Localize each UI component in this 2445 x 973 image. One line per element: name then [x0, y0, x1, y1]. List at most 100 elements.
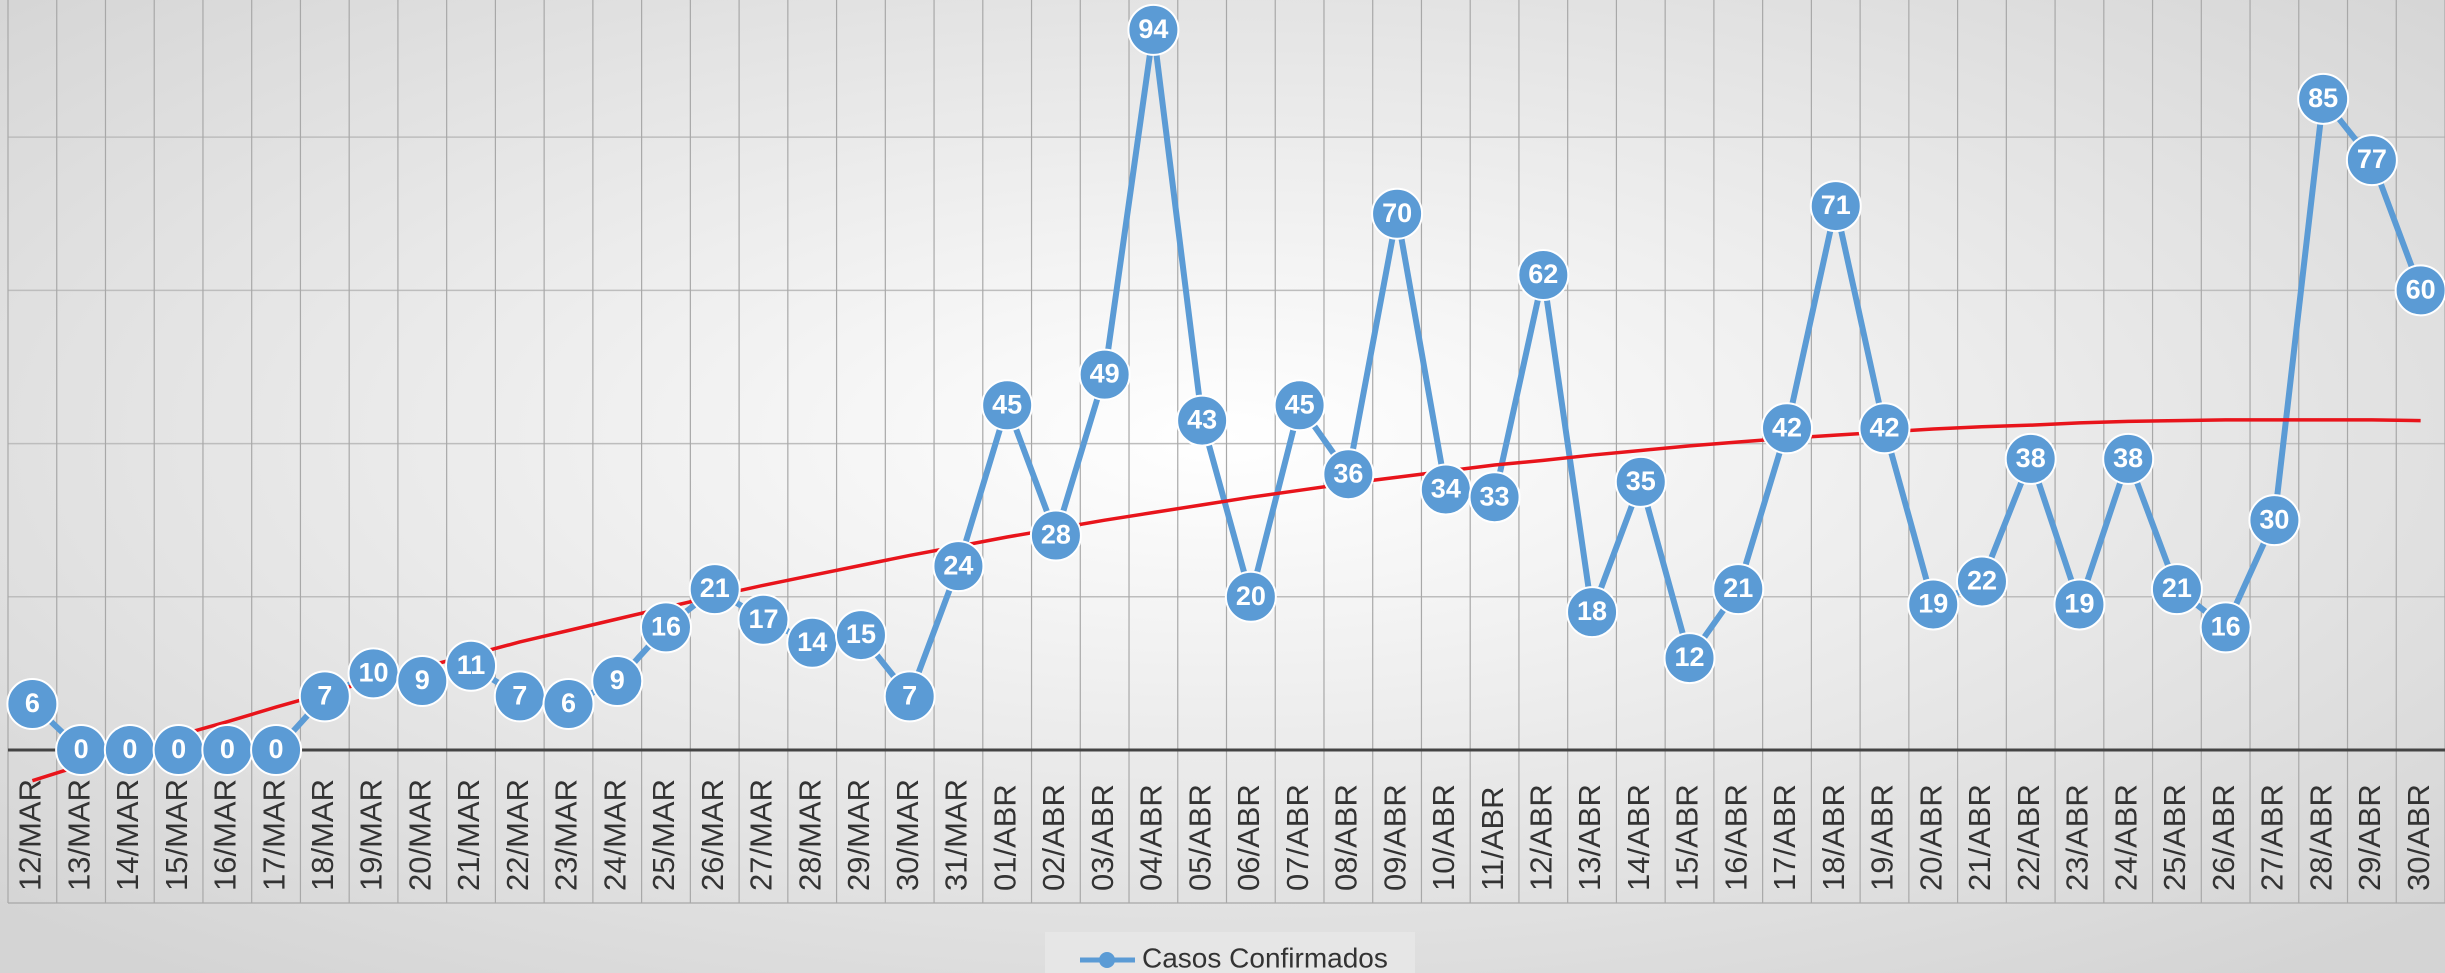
x-tick-label: 24/ABR	[2108, 784, 2143, 891]
x-tick-label: 03/ABR	[1085, 784, 1120, 891]
data-label: 42	[1869, 412, 1899, 442]
marker	[591, 655, 644, 708]
x-tick-label: 13/ABR	[1572, 784, 1607, 891]
x-tick-label: 16/ABR	[1718, 784, 1753, 891]
data-label: 19	[1918, 589, 1948, 619]
data-label: 85	[2308, 83, 2338, 113]
data-label: 43	[1187, 405, 1217, 435]
x-tick-label: 20/ABR	[1913, 784, 1948, 891]
marker	[1955, 555, 2008, 608]
data-label: 60	[2406, 274, 2436, 304]
data-label: 0	[220, 734, 235, 764]
data-label: 45	[1285, 389, 1315, 419]
data-label: 24	[943, 550, 973, 580]
legend-marker	[1099, 952, 1115, 968]
data-label: 17	[748, 604, 778, 634]
data-label: 6	[561, 688, 576, 718]
marker	[1224, 570, 1277, 623]
marker	[1468, 471, 1521, 524]
marker	[932, 540, 985, 593]
data-label: 42	[1772, 412, 1802, 442]
x-tick-label: 05/ABR	[1182, 784, 1217, 891]
x-tick-label: 22/MAR	[500, 779, 535, 891]
marker	[2394, 264, 2445, 317]
marker	[883, 670, 936, 723]
x-tick-label: 30/ABR	[2401, 784, 2436, 891]
data-label: 0	[171, 734, 186, 764]
data-label: 49	[1090, 359, 1120, 389]
x-tick-label: 17/ABR	[1767, 784, 1802, 891]
data-label: 30	[2259, 504, 2289, 534]
x-tick-label: 18/ABR	[1816, 784, 1851, 891]
data-label: 7	[512, 680, 527, 710]
marker	[2199, 601, 2252, 654]
x-tick-label: 15/MAR	[159, 779, 194, 891]
data-label: 35	[1626, 466, 1656, 496]
grid: 12/MAR 13/MAR 14/MAR 15/MAR 16/MAR 17/MAR 18/M…	[7, 0, 2445, 904]
data-label: 45	[992, 389, 1022, 419]
marker	[1517, 249, 1570, 302]
marker	[1322, 448, 1375, 501]
x-tick-label: 31/MAR	[939, 779, 974, 891]
marker	[1809, 180, 1862, 233]
data-label: 0	[74, 734, 89, 764]
data-label: 70	[1382, 198, 1412, 228]
marker	[1761, 402, 1814, 455]
marker	[834, 609, 887, 662]
marker	[1273, 379, 1326, 432]
marker	[2150, 563, 2203, 616]
x-tick-label: 07/ABR	[1280, 784, 1315, 891]
data-label: 38	[2113, 443, 2143, 473]
marker	[1127, 3, 1180, 56]
marker	[1907, 578, 1960, 631]
marker	[1614, 455, 1667, 508]
x-tick-label: 13/MAR	[61, 779, 96, 891]
data-label: 0	[122, 734, 137, 764]
x-tick-label: 21/ABR	[1962, 784, 1997, 891]
x-tick-label: 25/ABR	[2157, 784, 2192, 891]
data-label: 0	[269, 734, 284, 764]
x-tick-label: 21/MAR	[451, 779, 486, 891]
x-tick-label: 23/MAR	[549, 779, 584, 891]
x-tick-label: 04/ABR	[1134, 784, 1169, 891]
data-label: 9	[610, 665, 625, 695]
marker	[2102, 432, 2155, 485]
x-tick-label: 16/MAR	[208, 779, 243, 891]
data-label: 10	[359, 658, 389, 688]
marker	[1371, 187, 1424, 240]
x-tick-label: 06/ABR	[1231, 784, 1266, 891]
marker	[1176, 394, 1229, 447]
marker	[688, 563, 741, 616]
marker	[1566, 586, 1619, 639]
data-label: 16	[651, 612, 681, 642]
marker	[737, 593, 790, 646]
x-tick-label: 20/MAR	[402, 779, 437, 891]
data-label: 33	[1480, 481, 1510, 511]
data-label: 7	[317, 680, 332, 710]
marker	[1029, 509, 1082, 562]
x-tick-label: 18/MAR	[305, 779, 340, 891]
data-label: 94	[1138, 14, 1168, 44]
x-tick-label: 09/ABR	[1377, 784, 1412, 891]
x-tick-label: 02/ABR	[1036, 784, 1071, 891]
data-label: 11	[457, 650, 486, 680]
x-tick-label: 12/ABR	[1523, 784, 1558, 891]
data-label: 34	[1431, 474, 1461, 504]
data-label: 21	[700, 573, 730, 603]
data-label: 77	[2357, 144, 2387, 174]
marker	[2053, 578, 2106, 631]
data-label: 7	[902, 680, 917, 710]
x-tick-label: 11/ABR	[1475, 786, 1510, 891]
data-label: 21	[1723, 573, 1753, 603]
legend-label: Casos Confirmados	[1142, 942, 1388, 973]
x-tick-label: 14/ABR	[1621, 784, 1656, 891]
marker	[1712, 563, 1765, 616]
x-tick-label: 24/MAR	[597, 779, 632, 891]
x-tick-label: 26/ABR	[2206, 784, 2241, 891]
marker	[396, 655, 449, 708]
x-tick-label: 01/ABR	[987, 784, 1022, 891]
x-tick-label: 19/MAR	[354, 779, 389, 891]
